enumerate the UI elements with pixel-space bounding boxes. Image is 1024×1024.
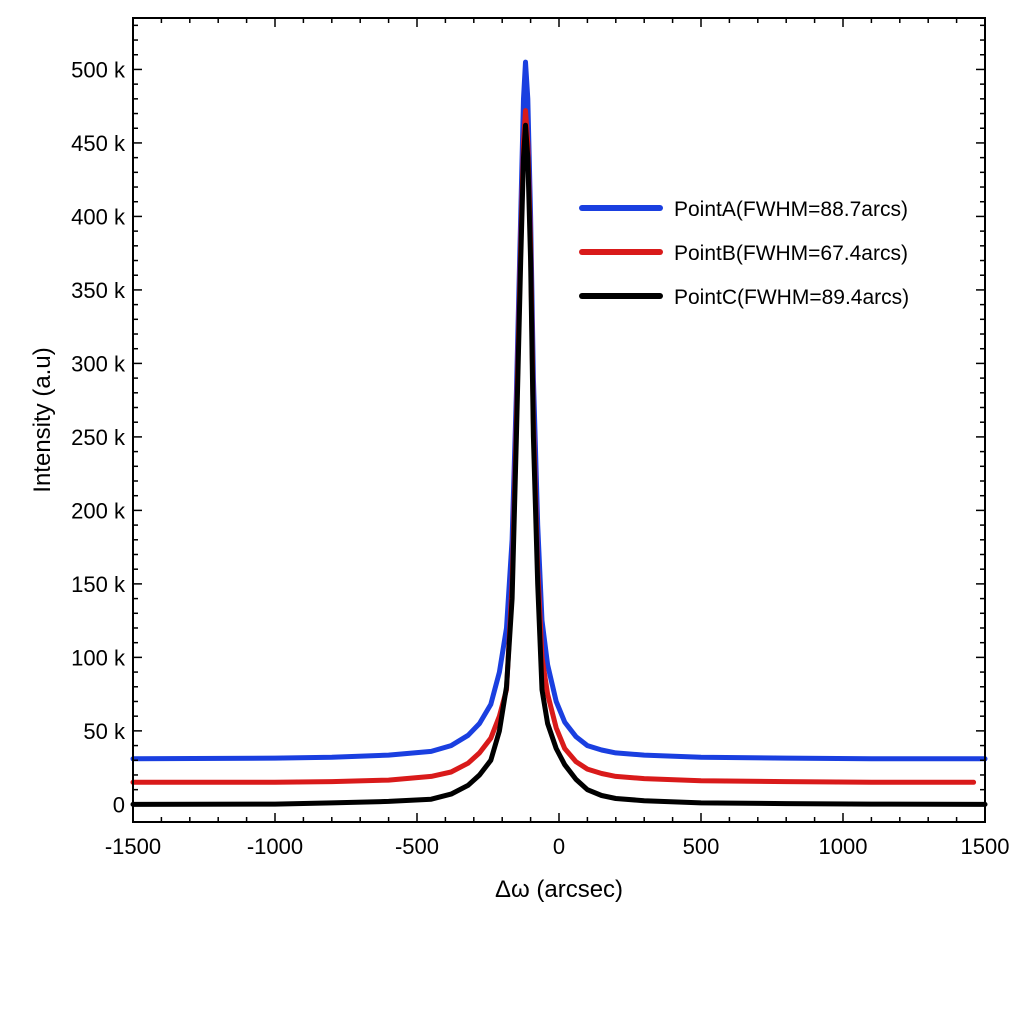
y-tick-label: 200 k bbox=[71, 498, 126, 523]
y-tick-label: 50 k bbox=[83, 719, 126, 744]
x-tick-label: 500 bbox=[683, 834, 720, 859]
x-tick-label: -1000 bbox=[247, 834, 303, 859]
y-axis-title: Intensity (a.u) bbox=[29, 347, 56, 492]
legend-label: PointA(FWHM=88.7arcs) bbox=[674, 198, 908, 221]
y-tick-label: 0 bbox=[113, 792, 125, 817]
tick-layer: -1500 -1000 -500 0 500 1000 1500 0 50 k 100 k 150 … bbox=[71, 18, 1009, 859]
y-tick-label: 250 k bbox=[71, 425, 126, 450]
series-line-3 bbox=[130, 122, 988, 807]
y-tick-label: 300 k bbox=[71, 351, 126, 376]
legend-label: PointC(FWHM=89.4arcs) bbox=[674, 286, 909, 309]
legend: PointA(FWHM=88.7arcs) PointB(FWHM=67.4arc… bbox=[579, 198, 909, 309]
y-tick-label: 450 k bbox=[71, 131, 126, 156]
legend-label: PointB(FWHM=67.4arcs) bbox=[674, 242, 908, 265]
y-tick-label: 350 k bbox=[71, 278, 126, 303]
x-tick-label: 0 bbox=[553, 834, 565, 859]
x-tick-label: 1000 bbox=[819, 834, 868, 859]
y-tick-label: 500 k bbox=[71, 57, 126, 82]
y-tick-label: 400 k bbox=[71, 204, 126, 229]
x-tick-label: -1500 bbox=[105, 834, 161, 859]
x-axis-title: Δω (arcsec) bbox=[495, 876, 623, 903]
x-tick-label: -500 bbox=[395, 834, 439, 859]
y-tick-label: 150 k bbox=[71, 572, 126, 597]
x-tick-label: 1500 bbox=[961, 834, 1010, 859]
series-line-1 bbox=[130, 59, 988, 762]
y-tick-label: 100 k bbox=[71, 645, 126, 670]
series-layer bbox=[130, 59, 988, 807]
